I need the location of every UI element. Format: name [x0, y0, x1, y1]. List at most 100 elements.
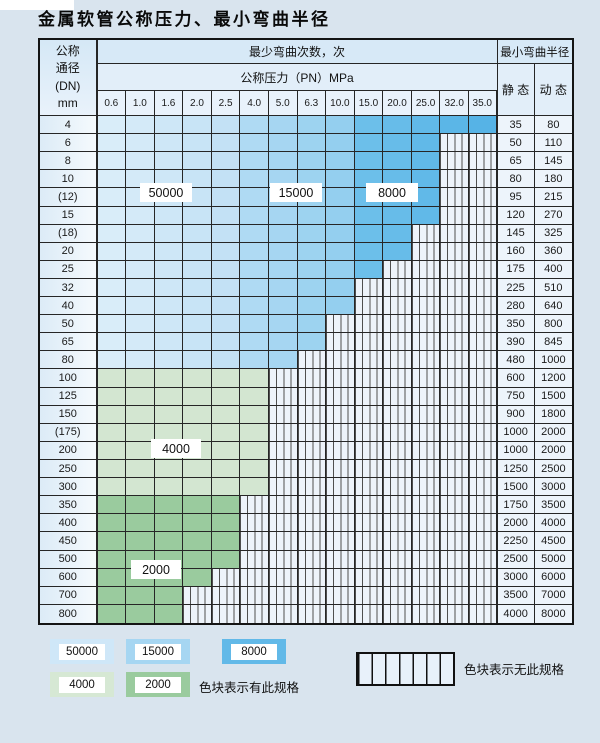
pressure-cell [468, 496, 498, 515]
pressure-cell [468, 423, 498, 442]
pressure-cell [411, 369, 441, 388]
cycle-label: 4000 [151, 439, 201, 458]
pressure-cell [97, 170, 127, 189]
pressure-cell [97, 116, 127, 135]
static-cell: 350 [497, 315, 535, 334]
pressure-cell [468, 532, 498, 551]
pressure-cell [268, 351, 298, 370]
pressure-cell [240, 586, 269, 605]
dn-cell: 500 [40, 550, 98, 569]
pressure-cell [383, 423, 412, 442]
pressure-cell [354, 297, 384, 316]
pressure-cell [154, 532, 184, 551]
pressure-cell [440, 514, 469, 533]
pressure-cell [211, 116, 241, 135]
pressure-cell [326, 206, 355, 225]
pressure-cell [183, 604, 212, 623]
pressure-cell [268, 478, 298, 497]
dn-cell: 20 [40, 242, 98, 261]
pressure-cell [326, 423, 355, 442]
pressure-cell [411, 315, 441, 334]
pressure-cell [383, 478, 412, 497]
pressure-cell [411, 152, 441, 171]
pressure-cell [468, 297, 498, 316]
pressure-cell [240, 260, 269, 279]
pressure-cell [268, 532, 298, 551]
pressure-cell [126, 152, 155, 171]
pressure-cell [211, 351, 241, 370]
pressure-cell [411, 170, 441, 189]
pressure-cell [268, 586, 298, 605]
static-cell: 160 [497, 242, 535, 261]
pressure-cell [297, 315, 327, 334]
pressure-cell [297, 514, 327, 533]
pressure-cell [354, 604, 384, 623]
pressure-cell [211, 278, 241, 298]
pressure-cell [326, 242, 355, 261]
pressure-cell [268, 134, 298, 153]
dynamic-cell: 1200 [534, 369, 572, 388]
pressure-cell [440, 260, 469, 279]
pressure-cell [240, 423, 269, 442]
pressure-cell [440, 170, 469, 189]
dn-cell: 700 [40, 586, 98, 605]
pressure-cell [240, 460, 269, 479]
legend-swatch-label: 50000 [59, 643, 105, 660]
cycle-label: 15000 [270, 183, 322, 202]
pressure-cell [468, 224, 498, 243]
pressure-cell [440, 369, 469, 388]
pressure-cell [411, 278, 441, 298]
static-cell: 480 [497, 351, 535, 370]
pressure-cell [468, 568, 498, 587]
pressure-cell [211, 514, 241, 533]
dn-cell: 65 [40, 333, 98, 352]
pressure-cell [468, 604, 498, 623]
dynamic-cell: 845 [534, 333, 572, 352]
pressure-cell [97, 369, 127, 388]
pressure-cell [354, 550, 384, 569]
pressure-col-header: 5.0 [268, 91, 298, 116]
pressure-cell [211, 496, 241, 515]
pressure-cell [268, 297, 298, 316]
pressure-cell [411, 134, 441, 153]
pressure-cell [240, 224, 269, 243]
pressure-cell [440, 333, 469, 352]
pressure-cell [383, 260, 412, 279]
pressure-cell [354, 278, 384, 298]
pressure-cell [154, 333, 184, 352]
pressure-cell [183, 333, 212, 352]
dn-cell: 32 [40, 278, 98, 298]
pressure-cell [468, 369, 498, 388]
pressure-cell [354, 478, 384, 497]
pressure-cell [468, 134, 498, 153]
legend-no-spec-note: 色块表示无此规格 [464, 663, 565, 677]
pressure-cell [97, 514, 127, 533]
pressure-cell [154, 460, 184, 479]
pressure-cell [326, 586, 355, 605]
pressure-cell [297, 152, 327, 171]
pressure-cell [268, 260, 298, 279]
pressure-cell [126, 260, 155, 279]
pressure-cell [97, 297, 127, 316]
pressure-cell [240, 496, 269, 515]
static-cell: 3500 [497, 586, 535, 605]
header-static: 静 态 [497, 64, 535, 116]
pressure-cell [354, 333, 384, 352]
static-cell: 1500 [497, 478, 535, 497]
pressure-cell [297, 278, 327, 298]
pressure-cell [126, 116, 155, 135]
static-cell: 65 [497, 152, 535, 171]
pressure-cell [211, 369, 241, 388]
pressure-cell [440, 315, 469, 334]
pressure-cell [211, 152, 241, 171]
dynamic-cell: 3000 [534, 478, 572, 497]
static-cell: 1000 [497, 423, 535, 442]
legend-swatch: 2000 [126, 672, 190, 697]
pressure-cell [211, 134, 241, 153]
pressure-cell [126, 224, 155, 243]
pressure-cell [440, 460, 469, 479]
pressure-cell [354, 116, 384, 135]
pressure-cell [183, 260, 212, 279]
pressure-cell [411, 333, 441, 352]
